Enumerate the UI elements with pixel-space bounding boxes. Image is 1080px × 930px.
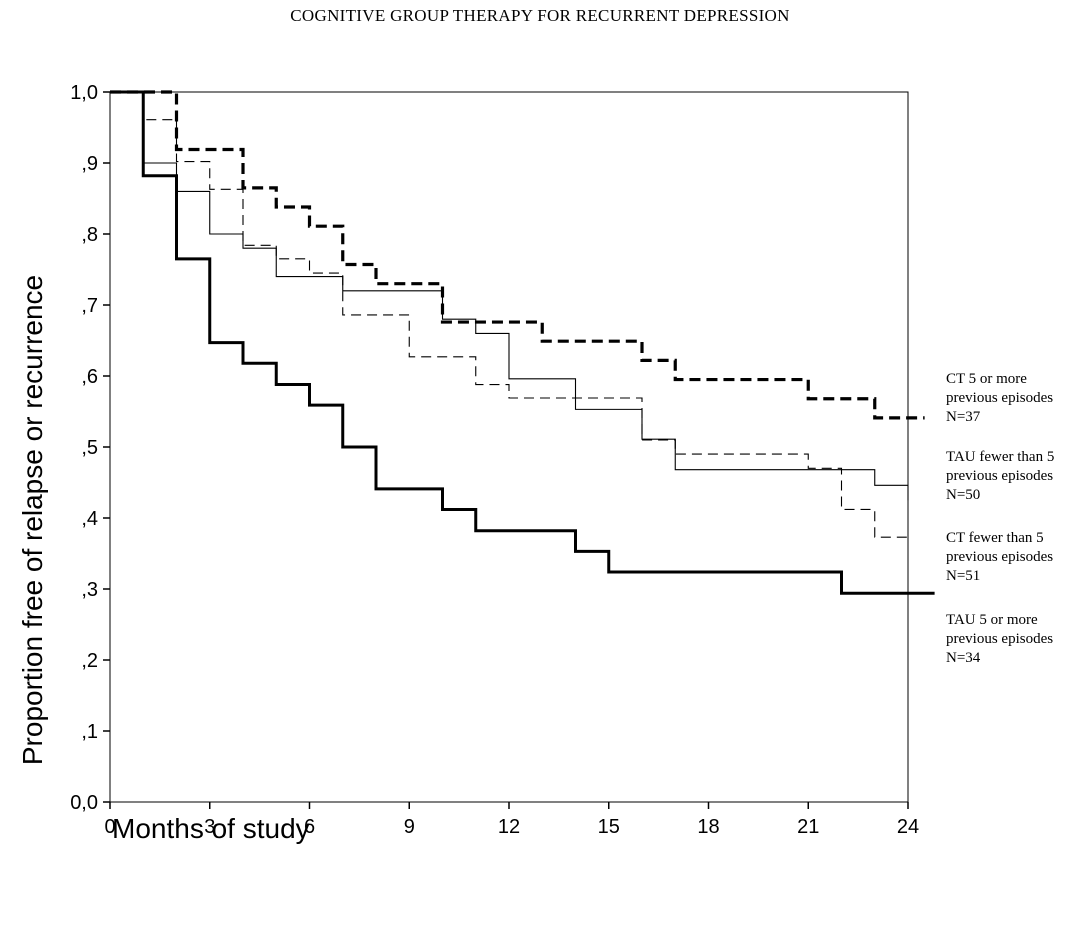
y-tick-label: ,5 — [81, 437, 98, 459]
series-line-4 — [110, 90, 935, 595]
series-line-3 — [110, 91, 908, 538]
legend-line: previous episodes — [946, 549, 1053, 565]
x-tick-label: 15 — [598, 816, 620, 838]
legend-line: previous episodes — [946, 468, 1053, 484]
x-tick-label: 6 — [304, 816, 315, 838]
legend-line: previous episodes — [946, 390, 1053, 406]
series-line-1 — [110, 90, 925, 420]
chart-axes — [109, 91, 909, 803]
y-tick-label: 0,0 — [70, 792, 98, 814]
y-tick-label: ,1 — [81, 721, 98, 743]
x-tick-label: 0 — [104, 816, 115, 838]
series-lines — [110, 90, 935, 595]
x-axis-ticks: 0 3 6 9 12 15 18 21 24 — [104, 802, 919, 838]
x-axis-label: Months of study — [112, 813, 310, 844]
y-tick-label: ,7 — [81, 295, 98, 317]
legend-line: TAU 5 or more — [946, 612, 1038, 628]
x-tick-label: 18 — [697, 816, 719, 838]
y-axis-ticks: 0,0 ,1 ,2 ,3 ,4 ,5 ,6 ,7 ,8 ,9 1,0 — [70, 82, 110, 814]
y-tick-label: ,2 — [81, 650, 98, 672]
x-tick-label: 12 — [498, 816, 520, 838]
y-tick-label: ,6 — [81, 366, 98, 388]
y-tick-label: ,3 — [81, 579, 98, 601]
legend-line: N=51 — [946, 568, 980, 584]
y-tick-label: 1,0 — [70, 82, 98, 104]
x-tick-label: 21 — [797, 816, 819, 838]
legend-entry-4: TAU 5 or more previous episodes N=34 — [946, 612, 1053, 666]
legend: CT 5 or more previous episodes N=37 TAU few… — [946, 371, 1054, 666]
page-title: COGNITIVE GROUP THERAPY FOR RECURRENT DE… — [290, 6, 790, 25]
legend-entry-3: CT fewer than 5 previous episodes N=51 — [946, 530, 1053, 584]
legend-line: CT 5 or more — [946, 371, 1027, 387]
legend-line: previous episodes — [946, 631, 1053, 647]
legend-entry-2: TAU fewer than 5 previous episodes N=50 — [946, 449, 1054, 503]
legend-line: CT fewer than 5 — [946, 530, 1044, 546]
legend-line: N=50 — [946, 487, 980, 503]
legend-line: TAU fewer than 5 — [946, 449, 1054, 465]
legend-entry-1: CT 5 or more previous episodes N=37 — [946, 371, 1053, 425]
x-tick-label: 3 — [204, 816, 215, 838]
y-tick-label: ,9 — [81, 153, 98, 175]
x-tick-label: 24 — [897, 816, 919, 838]
plot-frame — [109, 91, 909, 803]
legend-line: N=37 — [946, 409, 981, 425]
y-axis-label: Proportion free of relapse or recurrence — [17, 275, 48, 765]
y-tick-label: ,4 — [81, 508, 98, 530]
series-line-2 — [110, 91, 909, 501]
x-tick-label: 9 — [404, 816, 415, 838]
legend-line: N=34 — [946, 650, 981, 666]
y-tick-label: ,8 — [81, 224, 98, 246]
